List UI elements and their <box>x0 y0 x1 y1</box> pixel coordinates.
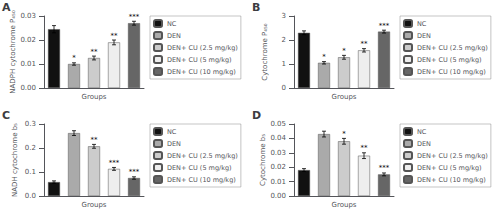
svg-text:**: ** <box>361 144 369 152</box>
svg-text:***: *** <box>379 22 390 30</box>
svg-text:0.0: 0.0 <box>25 192 36 200</box>
svg-text:0.03: 0.03 <box>270 149 286 157</box>
svg-text:DEN: DEN <box>167 140 181 148</box>
svg-text:Groups: Groups <box>332 93 357 101</box>
svg-text:**: ** <box>111 32 119 40</box>
svg-text:0.01: 0.01 <box>270 178 286 186</box>
svg-text:***: *** <box>109 159 120 167</box>
svg-text:***: *** <box>379 164 390 172</box>
svg-text:DEN+ CU (10 mg/kg): DEN+ CU (10 mg/kg) <box>417 176 486 184</box>
svg-text:0.04: 0.04 <box>270 134 286 142</box>
svg-text:0.03: 0.03 <box>20 12 36 20</box>
svg-text:*: * <box>72 54 76 62</box>
svg-text:DEN+ CU (10 mg/kg): DEN+ CU (10 mg/kg) <box>417 68 486 76</box>
svg-text:NADH cytochrome b₅: NADH cytochrome b₅ <box>11 123 19 197</box>
svg-text:DEN+ CU (2.5 mg/kg): DEN+ CU (2.5 mg/kg) <box>417 152 488 160</box>
svg-text:0.2: 0.2 <box>25 144 36 152</box>
svg-text:DEN+ CU (2.5 mg/kg): DEN+ CU (2.5 mg/kg) <box>167 152 238 160</box>
svg-text:DEN: DEN <box>167 32 181 40</box>
svg-text:DEN: DEN <box>417 32 431 40</box>
svg-text:***: *** <box>129 13 140 21</box>
svg-text:0.00: 0.00 <box>20 84 36 92</box>
svg-text:B: B <box>252 1 260 14</box>
svg-text:NC: NC <box>417 20 427 28</box>
svg-text:0.02: 0.02 <box>270 163 286 171</box>
svg-text:Cytochrome P₄₅₀: Cytochrome P₄₅₀ <box>261 23 269 81</box>
svg-text:Cytochrome b₅: Cytochrome b₅ <box>259 134 267 186</box>
svg-text:D: D <box>252 109 261 122</box>
svg-text:0.05: 0.05 <box>270 120 286 128</box>
svg-text:DEN+ CU (5 mg/kg): DEN+ CU (5 mg/kg) <box>417 164 482 172</box>
svg-text:0: 0 <box>282 84 286 92</box>
svg-text:0.00: 0.00 <box>270 192 286 200</box>
svg-text:NC: NC <box>167 20 177 28</box>
svg-text:DEN+ CU (2.5 mg/kg): DEN+ CU (2.5 mg/kg) <box>167 44 238 52</box>
svg-text:NADPH cytochrome P₄₅₀: NADPH cytochrome P₄₅₀ <box>9 10 17 94</box>
svg-text:Groups: Groups <box>82 201 107 209</box>
svg-text:DEN+ CU (10 mg/kg): DEN+ CU (10 mg/kg) <box>167 176 236 184</box>
svg-text:0.3: 0.3 <box>25 120 36 128</box>
svg-text:NC: NC <box>167 128 177 136</box>
svg-text:*: * <box>322 53 326 61</box>
svg-text:*: * <box>342 130 346 138</box>
svg-text:0.01: 0.01 <box>20 60 36 68</box>
svg-text:DEN: DEN <box>417 140 431 148</box>
svg-text:**: ** <box>91 136 99 144</box>
svg-text:A: A <box>2 1 11 14</box>
svg-text:0.1: 0.1 <box>25 168 36 176</box>
svg-text:**: ** <box>91 48 99 56</box>
svg-text:Groups: Groups <box>82 93 107 101</box>
svg-text:NC: NC <box>417 128 427 136</box>
svg-text:1: 1 <box>282 60 286 68</box>
svg-text:Groups: Groups <box>332 201 357 209</box>
svg-text:0.02: 0.02 <box>20 36 36 44</box>
svg-text:***: *** <box>129 168 140 176</box>
svg-text:DEN+ CU (10 mg/kg): DEN+ CU (10 mg/kg) <box>167 68 236 76</box>
svg-text:DEN+ CU (5 mg/kg): DEN+ CU (5 mg/kg) <box>417 56 482 64</box>
svg-text:3: 3 <box>282 12 286 20</box>
svg-text:DEN+ CU (2.5 mg/kg): DEN+ CU (2.5 mg/kg) <box>417 44 488 52</box>
svg-text:DEN+ CU (5 mg/kg): DEN+ CU (5 mg/kg) <box>167 164 232 172</box>
svg-text:C: C <box>2 109 10 122</box>
svg-text:*: * <box>342 47 346 55</box>
svg-text:2: 2 <box>282 36 286 44</box>
svg-text:**: ** <box>361 40 369 48</box>
svg-text:DEN+ CU (5 mg/kg): DEN+ CU (5 mg/kg) <box>167 56 232 64</box>
